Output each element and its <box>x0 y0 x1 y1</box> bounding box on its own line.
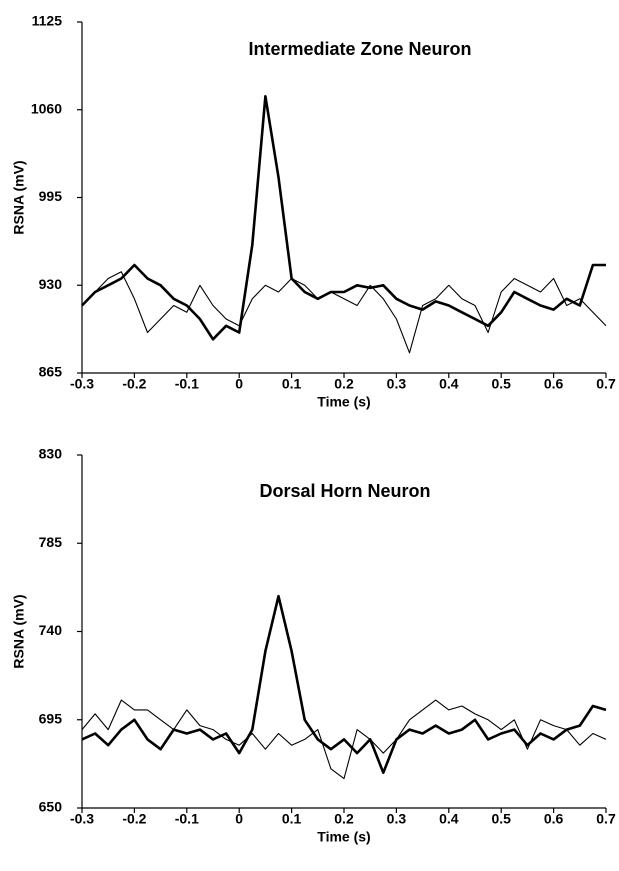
x-tick-label: -0.1 <box>175 376 199 392</box>
x-tick-label: 0.6 <box>544 811 564 827</box>
x-tick-label: -0.1 <box>175 811 199 827</box>
trace <box>81 95 606 341</box>
y-tick-label: 1060 <box>31 100 62 116</box>
x-tick-label: 0.4 <box>439 811 459 827</box>
chart-title: Intermediate Zone Neuron <box>248 39 471 59</box>
x-axis-label: Time (s) <box>317 829 370 845</box>
y-tick-label: 740 <box>39 622 63 638</box>
x-tick-label: 0.2 <box>334 376 354 392</box>
y-tick-label: 830 <box>39 446 63 462</box>
x-tick-label: 0 <box>235 376 243 392</box>
x-tick-label: 0.5 <box>491 811 511 827</box>
x-tick-label: 0 <box>235 811 243 827</box>
y-axis-label: RSNA (mV) <box>11 594 27 668</box>
y-tick-label: 650 <box>39 799 63 815</box>
x-tick-label: 0.1 <box>282 811 302 827</box>
x-tick-label: 0.7 <box>596 811 616 827</box>
x-tick-label: 0.2 <box>334 811 354 827</box>
y-tick-label: 695 <box>39 710 63 726</box>
y-tick-label: 785 <box>39 534 63 550</box>
x-tick-label: 0.3 <box>387 376 407 392</box>
x-tick-label: 0.4 <box>439 376 459 392</box>
x-tick-label: 0.3 <box>387 811 407 827</box>
y-tick-label: 865 <box>39 364 63 380</box>
y-tick-label: 995 <box>39 188 63 204</box>
x-tick-label: 0.6 <box>544 376 564 392</box>
chart-title: Dorsal Horn Neuron <box>259 481 430 501</box>
y-axis-label: RSNA (mV) <box>11 160 27 234</box>
trace <box>81 594 607 774</box>
y-tick-label: 930 <box>39 276 63 292</box>
x-axis-label: Time (s) <box>317 394 370 410</box>
x-tick-label: 0.1 <box>282 376 302 392</box>
trace <box>81 271 607 354</box>
trace <box>81 699 607 780</box>
x-tick-label: 0.7 <box>596 376 616 392</box>
y-tick-label: 1125 <box>32 13 63 29</box>
x-tick-label: 0.5 <box>491 376 511 392</box>
x-tick-label: -0.2 <box>122 376 146 392</box>
x-tick-label: -0.3 <box>70 811 94 827</box>
x-tick-label: -0.2 <box>122 811 146 827</box>
x-tick-label: -0.3 <box>70 376 94 392</box>
